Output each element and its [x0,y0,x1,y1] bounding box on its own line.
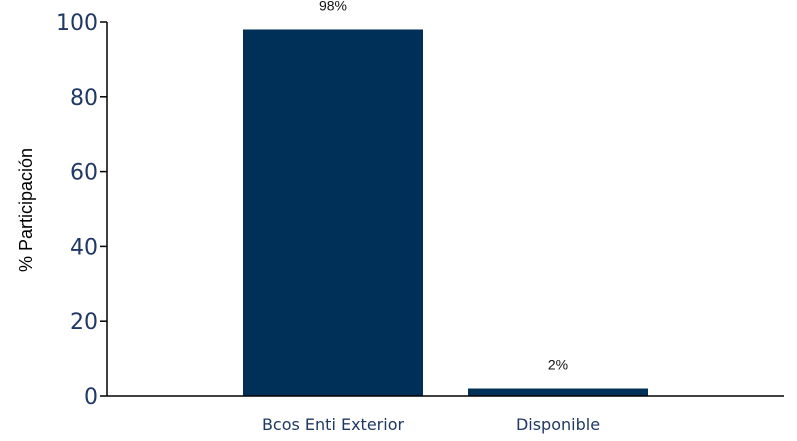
y-tick-label: 60 [70,161,98,186]
category-label: Bcos Enti Exterior [262,415,405,434]
y-axis-ticks: 0 20 40 60 80 100 [56,11,107,410]
y-tick-label: 0 [84,385,98,410]
bar [243,29,423,396]
y-axis-title: % Participación [16,148,36,272]
y-tick-label: 20 [70,310,98,335]
data-label: 2% [548,357,568,373]
bar [468,388,648,396]
category-label: Disponible [516,415,600,434]
bars-group [243,29,648,396]
data-label: 98% [319,0,347,13]
data-labels-group: 98% 2% [319,0,568,373]
y-tick-label: 100 [56,11,98,36]
y-tick-label: 80 [70,86,98,111]
y-tick-label: 40 [70,235,98,260]
category-labels-group: Bcos Enti Exterior Disponible [262,415,600,434]
